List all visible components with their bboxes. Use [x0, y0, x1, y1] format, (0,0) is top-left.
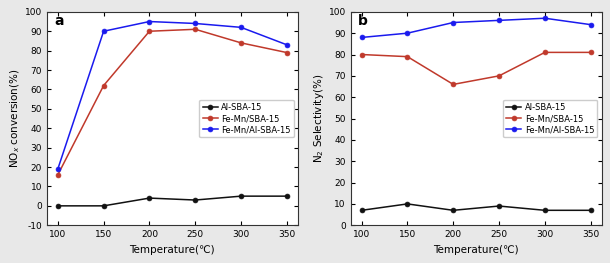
Fe-Mn/Al-SBA-15	[358, 36, 365, 39]
Y-axis label: NO$_x$ conversion(%): NO$_x$ conversion(%)	[9, 69, 22, 168]
Fe-Mn/Al-SBA-15	[404, 32, 411, 35]
Fe-Mn/Al-SBA-15	[54, 168, 62, 171]
Al-SBA-15	[541, 209, 548, 212]
Line: Al-SBA-15: Al-SBA-15	[56, 194, 289, 208]
Text: a: a	[54, 14, 64, 28]
Al-SBA-15	[237, 195, 245, 198]
Fe-Mn/SBA-15	[192, 28, 199, 31]
Fe-Mn/SBA-15	[450, 83, 457, 86]
Legend: Al-SBA-15, Fe-Mn/SBA-15, Fe-Mn/Al-SBA-15: Al-SBA-15, Fe-Mn/SBA-15, Fe-Mn/Al-SBA-15	[199, 100, 293, 138]
Al-SBA-15	[146, 196, 153, 200]
Fe-Mn/SBA-15	[100, 84, 107, 87]
Fe-Mn/Al-SBA-15	[146, 20, 153, 23]
Fe-Mn/Al-SBA-15	[541, 17, 548, 20]
Line: Fe-Mn/SBA-15: Fe-Mn/SBA-15	[359, 50, 593, 87]
Text: b: b	[358, 14, 368, 28]
Fe-Mn/SBA-15	[237, 41, 245, 44]
Fe-Mn/SBA-15	[146, 30, 153, 33]
Fe-Mn/Al-SBA-15	[450, 21, 457, 24]
Al-SBA-15	[192, 199, 199, 202]
X-axis label: Temperature(℃): Temperature(℃)	[433, 245, 519, 255]
Al-SBA-15	[495, 204, 503, 208]
Al-SBA-15	[404, 202, 411, 205]
Al-SBA-15	[450, 209, 457, 212]
Line: Fe-Mn/Al-SBA-15: Fe-Mn/Al-SBA-15	[56, 19, 289, 171]
Fe-Mn/SBA-15	[541, 51, 548, 54]
Fe-Mn/Al-SBA-15	[192, 22, 199, 25]
Fe-Mn/SBA-15	[358, 53, 365, 56]
Fe-Mn/Al-SBA-15	[100, 30, 107, 33]
Line: Fe-Mn/SBA-15: Fe-Mn/SBA-15	[56, 27, 289, 177]
Fe-Mn/SBA-15	[54, 173, 62, 176]
Fe-Mn/SBA-15	[283, 51, 290, 54]
Al-SBA-15	[283, 195, 290, 198]
Al-SBA-15	[358, 209, 365, 212]
Fe-Mn/Al-SBA-15	[237, 26, 245, 29]
Fe-Mn/SBA-15	[587, 51, 594, 54]
Fe-Mn/Al-SBA-15	[587, 23, 594, 26]
Fe-Mn/SBA-15	[404, 55, 411, 58]
Fe-Mn/Al-SBA-15	[495, 19, 503, 22]
Al-SBA-15	[100, 204, 107, 208]
Fe-Mn/SBA-15	[495, 74, 503, 77]
Line: Al-SBA-15: Al-SBA-15	[359, 201, 593, 213]
Fe-Mn/Al-SBA-15	[283, 43, 290, 46]
Legend: Al-SBA-15, Fe-Mn/SBA-15, Fe-Mn/Al-SBA-15: Al-SBA-15, Fe-Mn/SBA-15, Fe-Mn/Al-SBA-15	[503, 100, 598, 138]
Line: Fe-Mn/Al-SBA-15: Fe-Mn/Al-SBA-15	[359, 16, 593, 40]
X-axis label: Temperature(℃): Temperature(℃)	[129, 245, 215, 255]
Al-SBA-15	[54, 204, 62, 208]
Y-axis label: N$_2$ Selectivity(%): N$_2$ Selectivity(%)	[312, 74, 326, 163]
Al-SBA-15	[587, 209, 594, 212]
